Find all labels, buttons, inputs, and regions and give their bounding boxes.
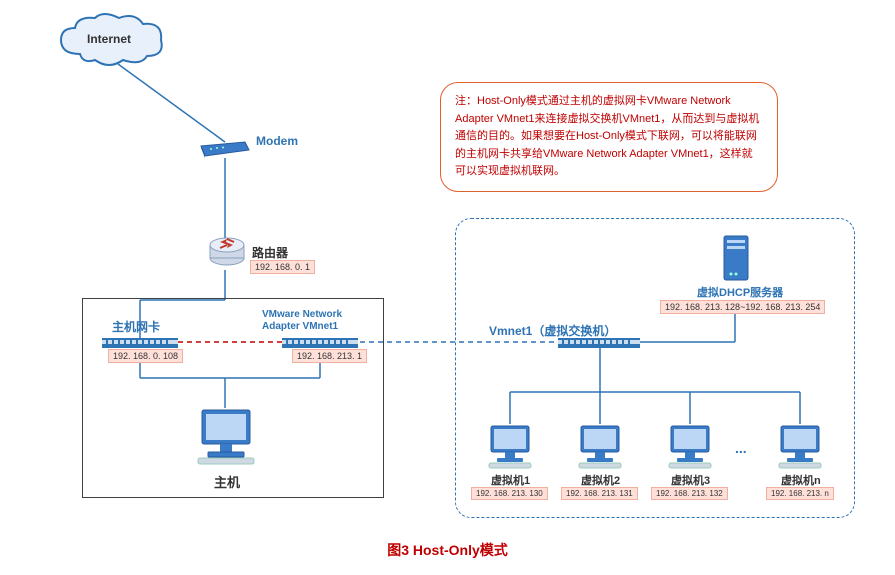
diagram-canvas: Internet Modem 路由器 192. 168. 0. 1 主机网卡 1… (0, 0, 895, 575)
vswitch-icon (558, 337, 640, 355)
internet-cloud: Internet (55, 12, 170, 77)
vmnet-nic-label: VMware Network Adapter VMnet1 (262, 309, 382, 333)
dhcp-ip: 192. 168. 213. 128~192. 168. 213. 254 (660, 300, 825, 314)
internet-label: Internet (87, 32, 131, 46)
host-nic-ip: 192. 168. 0. 108 (108, 349, 183, 363)
note-text: 注：Host-Only模式通过主机的虚拟网卡VMware Network Ada… (455, 95, 759, 177)
router-ip: 192. 168. 0. 1 (250, 260, 315, 274)
vmn-icon (777, 424, 823, 475)
host-pc-icon (196, 408, 256, 471)
router-label: 路由器 (252, 244, 288, 261)
host-nic-label: 主机网卡 (112, 318, 160, 335)
note-box: 注：Host-Only模式通过主机的虚拟网卡VMware Network Ada… (440, 82, 778, 192)
vm1-ip: 192. 168. 213. 130 (471, 487, 548, 500)
vm-ellipsis: ... (735, 440, 747, 456)
vm1-label: 虚拟机1 (491, 472, 530, 488)
vm2-icon (577, 424, 623, 475)
vm2-ip: 192. 168. 213. 131 (561, 487, 638, 500)
vm3-label: 虚拟机3 (671, 472, 710, 488)
vmn-ip: 192. 168. 213. n (766, 487, 834, 500)
vm3-icon (667, 424, 713, 475)
modem-icon (197, 138, 253, 165)
router-icon (208, 233, 246, 272)
vmn-label: 虚拟机n (781, 472, 821, 488)
dhcp-server-icon (722, 234, 750, 287)
modem-label: Modem (256, 134, 298, 148)
vm2-label: 虚拟机2 (581, 472, 620, 488)
vmnet-nic-ip: 192. 168. 213. 1 (292, 349, 367, 363)
host-pc-label: 主机 (214, 472, 240, 491)
figure-caption: 图3 Host-Only模式 (0, 540, 895, 560)
dhcp-label: 虚拟DHCP服务器 (697, 284, 783, 300)
vm1-icon (487, 424, 533, 475)
vm3-ip: 192. 168. 213. 132 (651, 487, 728, 500)
